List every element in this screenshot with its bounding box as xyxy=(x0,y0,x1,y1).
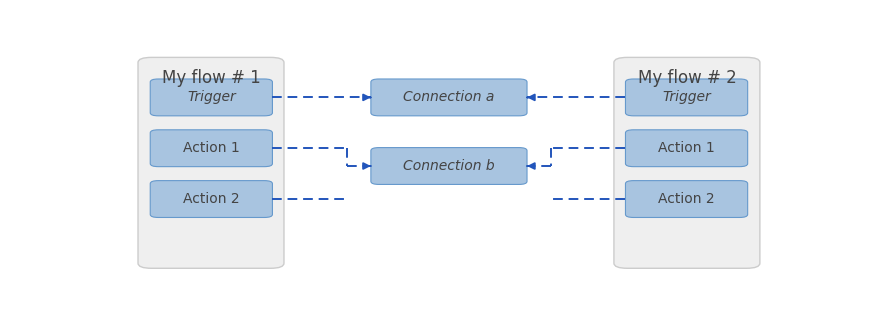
FancyBboxPatch shape xyxy=(625,130,747,167)
Text: Trigger: Trigger xyxy=(662,90,711,104)
Text: Action 1: Action 1 xyxy=(183,141,240,155)
FancyBboxPatch shape xyxy=(371,79,527,116)
Text: Connection a: Connection a xyxy=(403,90,495,104)
FancyBboxPatch shape xyxy=(150,79,272,116)
FancyBboxPatch shape xyxy=(625,181,747,217)
Text: Action 2: Action 2 xyxy=(658,192,715,206)
Text: Trigger: Trigger xyxy=(187,90,236,104)
Text: Connection b: Connection b xyxy=(403,159,495,173)
Text: Action 1: Action 1 xyxy=(658,141,715,155)
Text: Action 2: Action 2 xyxy=(183,192,240,206)
FancyBboxPatch shape xyxy=(625,79,747,116)
FancyBboxPatch shape xyxy=(138,57,284,268)
Text: My flow # 1: My flow # 1 xyxy=(161,70,260,87)
FancyBboxPatch shape xyxy=(371,148,527,184)
FancyBboxPatch shape xyxy=(150,181,272,217)
FancyBboxPatch shape xyxy=(150,130,272,167)
FancyBboxPatch shape xyxy=(614,57,759,268)
Text: My flow # 2: My flow # 2 xyxy=(638,70,737,87)
